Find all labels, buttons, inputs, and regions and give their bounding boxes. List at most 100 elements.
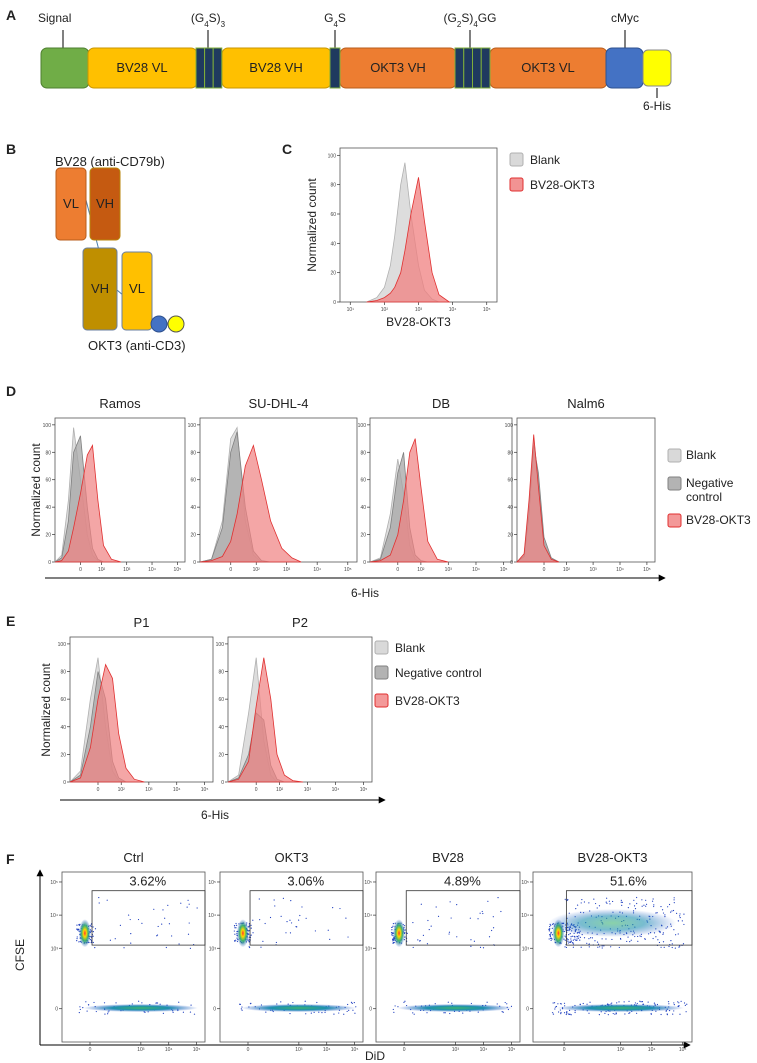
x-tick-label: 0 bbox=[396, 567, 399, 573]
x-tick-label: 10⁴ bbox=[480, 1047, 488, 1053]
x-tick-label: 10³ bbox=[589, 567, 597, 573]
cell-dot bbox=[674, 947, 676, 949]
cell-dot bbox=[250, 927, 252, 929]
cell-dot bbox=[274, 905, 276, 907]
cell-dot bbox=[628, 1012, 630, 1015]
cell-dot bbox=[655, 936, 657, 938]
cell-dot bbox=[574, 936, 576, 938]
cell-dot bbox=[417, 939, 419, 941]
legend-swatch bbox=[509, 152, 524, 167]
y-tick-label: 0 bbox=[526, 1007, 529, 1013]
panel-label: B bbox=[6, 141, 16, 157]
cell-dot bbox=[103, 1002, 106, 1004]
cell-dot bbox=[596, 907, 598, 909]
cell-dot bbox=[434, 1003, 436, 1005]
cell-dot bbox=[629, 903, 631, 905]
cell-dot bbox=[573, 935, 575, 937]
cell-dot bbox=[604, 1012, 606, 1014]
cell-dot bbox=[235, 927, 237, 929]
domain-label: VH bbox=[96, 196, 114, 211]
cell-dot bbox=[549, 926, 551, 928]
cell-dot bbox=[673, 1002, 675, 1004]
cell-dot bbox=[497, 897, 499, 899]
cell-dot bbox=[673, 899, 675, 901]
cell-dot bbox=[606, 902, 608, 904]
cell-dot bbox=[570, 936, 572, 938]
y-tick-label: 80 bbox=[190, 450, 196, 456]
cell-dot bbox=[566, 899, 569, 901]
y-tick-label: 0 bbox=[510, 560, 513, 566]
legend-swatch bbox=[374, 640, 389, 655]
cell-dot bbox=[578, 935, 580, 937]
cell-dot bbox=[156, 935, 158, 937]
cell-dot bbox=[618, 1001, 620, 1003]
cell-dot bbox=[681, 920, 683, 922]
cell-dot bbox=[598, 1014, 600, 1016]
cell-dot bbox=[658, 941, 661, 944]
cell-dot bbox=[249, 946, 251, 949]
legend-label: Blank bbox=[686, 448, 717, 462]
cell-dot bbox=[679, 915, 681, 917]
cell-dot bbox=[502, 1011, 504, 1013]
gate-percent: 3.62% bbox=[129, 874, 166, 889]
y-tick-label: 60 bbox=[60, 697, 66, 703]
cell-dot bbox=[651, 900, 654, 902]
cell-dot bbox=[564, 946, 566, 948]
x-tick-label: 10³ bbox=[445, 567, 453, 573]
cell-dot bbox=[351, 1002, 353, 1004]
cell-dot bbox=[264, 922, 266, 925]
cell-dot bbox=[448, 933, 450, 935]
legend-label: Negative control bbox=[395, 666, 482, 680]
cell-dot bbox=[679, 916, 681, 919]
density-core bbox=[393, 919, 406, 948]
cell-dot bbox=[79, 1008, 81, 1011]
x-tick-label: 10² bbox=[118, 787, 126, 793]
cell-dot bbox=[552, 1013, 555, 1015]
cell-dot bbox=[626, 940, 628, 943]
cell-dot bbox=[633, 905, 636, 907]
y-tick-label: 0 bbox=[363, 560, 366, 566]
cell-dot bbox=[444, 1012, 446, 1014]
cell-dot bbox=[572, 942, 574, 944]
y-tick-label: 100 bbox=[188, 423, 197, 429]
cell-dot bbox=[660, 1013, 662, 1016]
cell-dot bbox=[588, 902, 590, 904]
cell-dot bbox=[470, 945, 472, 947]
cell-dot bbox=[182, 1011, 184, 1013]
cell-dot bbox=[576, 938, 578, 940]
cell-dot bbox=[348, 1009, 350, 1011]
cell-dot bbox=[650, 1013, 652, 1015]
y-tick-label: 60 bbox=[507, 478, 513, 484]
cell-dot bbox=[579, 939, 581, 941]
cell-dot bbox=[391, 929, 393, 931]
legend-label: BV28-OKT3 bbox=[686, 513, 751, 527]
cell-dot bbox=[486, 1001, 488, 1003]
domain bbox=[55, 167, 87, 241]
cell-dot bbox=[106, 899, 108, 901]
cell-dot bbox=[171, 935, 173, 937]
cell-dot bbox=[189, 947, 191, 950]
cell-dot bbox=[670, 911, 672, 913]
cell-dot bbox=[627, 907, 629, 909]
cell-dot bbox=[644, 938, 646, 940]
cell-dot bbox=[338, 1012, 340, 1014]
cell-dot bbox=[479, 912, 481, 914]
cell-dot bbox=[621, 901, 623, 903]
cell-dot bbox=[491, 929, 493, 932]
cell-dot bbox=[675, 934, 677, 936]
cell-dot bbox=[172, 1011, 174, 1013]
cell-dot bbox=[355, 1006, 357, 1008]
cell-dot bbox=[616, 1002, 618, 1004]
y-tick-label: 20 bbox=[330, 271, 336, 277]
y-tick-label: 60 bbox=[190, 478, 196, 484]
cell-dot bbox=[470, 1002, 472, 1005]
cmyc-label: cMyc bbox=[611, 11, 639, 25]
y-axis-label: CFSE bbox=[13, 939, 27, 971]
cell-dot bbox=[594, 902, 597, 905]
gate bbox=[249, 890, 364, 946]
cell-dot bbox=[252, 919, 254, 921]
cell-dot bbox=[550, 931, 552, 933]
cell-dot bbox=[470, 939, 472, 941]
cell-dot bbox=[492, 916, 494, 918]
y-tick-label: 10³ bbox=[209, 946, 217, 952]
